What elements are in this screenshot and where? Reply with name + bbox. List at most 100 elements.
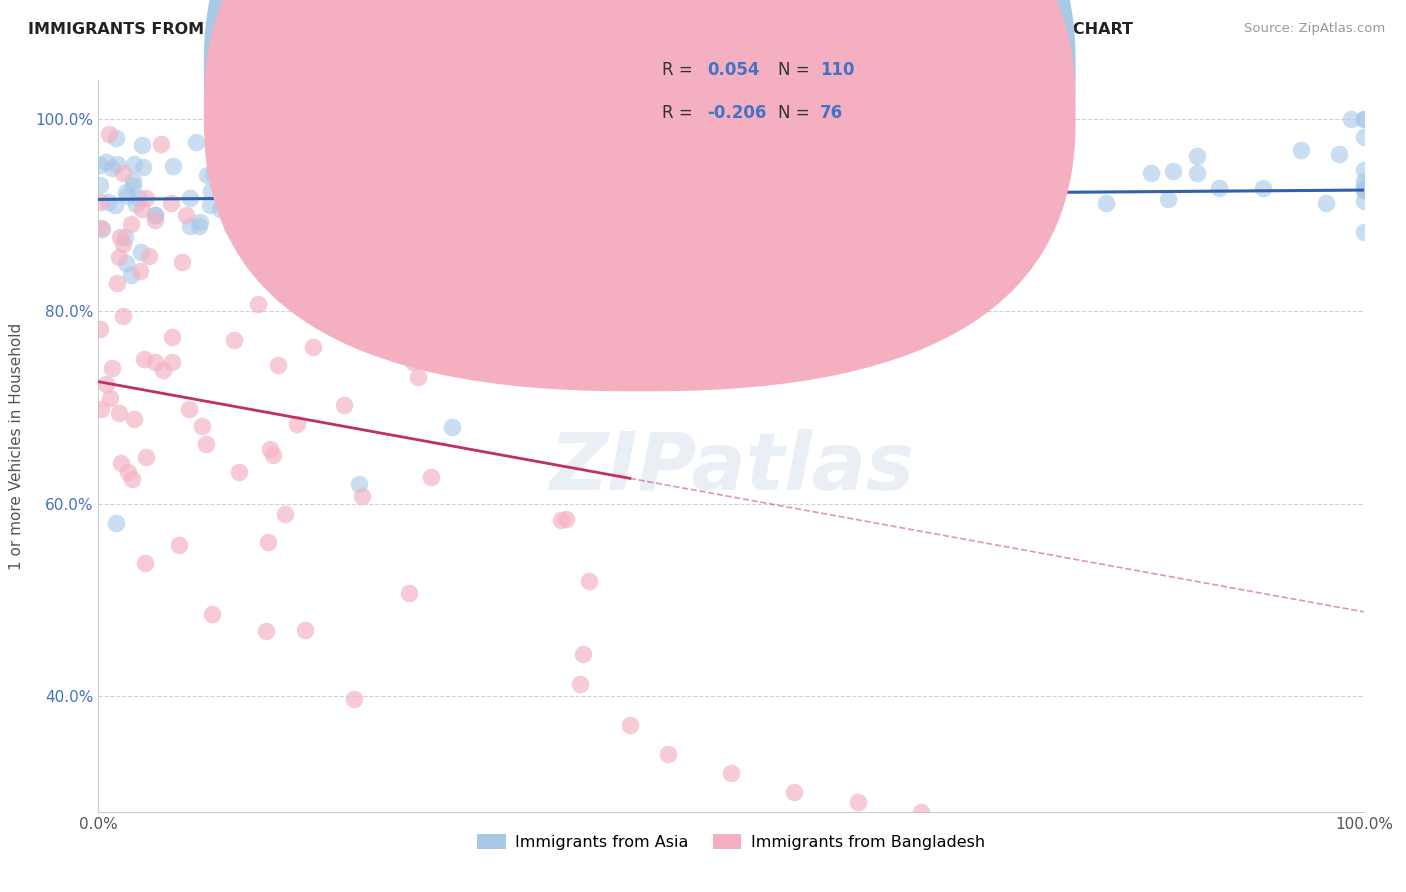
Point	[170, 254, 193, 268]
Point	[485, 208, 508, 222]
Text: -0.206: -0.206	[707, 104, 766, 122]
Point	[1340, 112, 1362, 126]
Point	[100, 161, 122, 176]
Point	[221, 219, 243, 234]
Point	[1353, 163, 1375, 178]
Point	[768, 112, 790, 126]
Point	[745, 204, 768, 219]
Point	[94, 377, 117, 392]
Point	[115, 185, 138, 199]
Point	[128, 263, 150, 277]
Point	[274, 197, 297, 211]
Text: IMMIGRANTS FROM ASIA VS IMMIGRANTS FROM BANGLADESH 1 OR MORE VEHICLES IN HOUSEHO: IMMIGRANTS FROM ASIA VS IMMIGRANTS FROM …	[28, 22, 1133, 37]
Point	[197, 168, 219, 182]
Point	[770, 177, 793, 191]
Point	[350, 288, 373, 302]
Point	[138, 249, 160, 263]
Point	[484, 211, 506, 225]
Point	[1315, 196, 1337, 211]
Point	[408, 171, 430, 186]
Point	[105, 131, 128, 145]
Point	[619, 718, 641, 732]
Point	[617, 178, 640, 193]
Point	[1094, 195, 1116, 210]
Point	[111, 166, 134, 180]
Point	[267, 359, 290, 373]
Text: 76: 76	[820, 104, 842, 122]
Point	[1157, 192, 1180, 206]
Point	[1353, 174, 1375, 188]
Point	[529, 131, 551, 145]
Point	[550, 120, 572, 134]
Point	[315, 203, 337, 218]
Point	[554, 512, 576, 526]
Point	[89, 322, 111, 336]
Point	[571, 647, 593, 661]
Point	[374, 252, 396, 267]
Point	[143, 208, 166, 222]
Point	[117, 189, 139, 203]
Point	[131, 138, 153, 153]
Point	[143, 208, 166, 222]
Point	[252, 215, 274, 229]
Point	[129, 244, 152, 259]
Point	[96, 154, 118, 169]
Point	[294, 190, 316, 204]
Point	[117, 465, 139, 479]
Point	[110, 456, 132, 470]
Point	[419, 470, 441, 484]
Point	[200, 607, 222, 622]
Point	[388, 144, 411, 158]
Point	[112, 236, 135, 251]
Point	[249, 180, 271, 194]
Point	[179, 191, 201, 205]
Point	[960, 120, 983, 135]
Point	[1327, 146, 1350, 161]
Point	[98, 127, 121, 141]
Point	[259, 442, 281, 457]
Point	[90, 402, 112, 417]
Point	[257, 534, 280, 549]
Point	[262, 448, 284, 462]
Point	[152, 363, 174, 377]
Point	[526, 169, 548, 184]
Point	[1353, 182, 1375, 196]
Point	[132, 352, 155, 367]
Text: N =: N =	[778, 61, 814, 78]
Point	[115, 256, 138, 270]
Point	[588, 177, 610, 191]
Point	[143, 212, 166, 227]
Text: R =: R =	[662, 61, 699, 78]
Point	[1187, 166, 1209, 180]
Point	[200, 184, 222, 198]
Point	[579, 170, 602, 185]
Point	[347, 477, 370, 491]
Point	[125, 197, 148, 211]
Point	[167, 538, 190, 552]
Text: ZIPatlas: ZIPatlas	[548, 429, 914, 507]
Point	[657, 747, 679, 761]
Point	[1353, 225, 1375, 239]
Point	[112, 309, 135, 323]
Point	[1353, 183, 1375, 197]
Point	[350, 489, 373, 503]
Point	[846, 795, 869, 809]
Point	[89, 178, 111, 192]
Point	[346, 182, 368, 196]
Point	[184, 135, 207, 149]
Point	[247, 297, 270, 311]
Point	[1140, 166, 1163, 180]
Point	[1039, 195, 1062, 210]
Text: R =: R =	[662, 104, 699, 122]
Point	[160, 196, 183, 211]
Point	[1353, 112, 1375, 126]
Point	[160, 330, 183, 344]
Point	[1353, 129, 1375, 144]
Point	[1185, 149, 1208, 163]
Point	[713, 170, 735, 185]
Point	[177, 402, 200, 417]
Point	[363, 203, 385, 218]
Point	[1353, 112, 1375, 126]
Point	[263, 205, 285, 219]
Point	[236, 172, 259, 186]
